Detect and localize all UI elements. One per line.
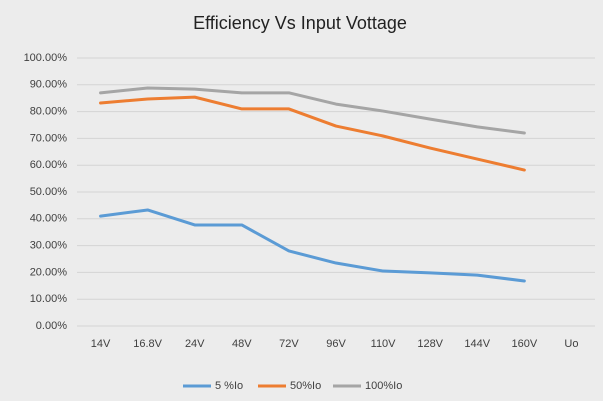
y-tick-label: 10.00% [30, 293, 68, 305]
x-tick-label: 48V [232, 338, 252, 350]
x-tick-label: 144V [464, 338, 490, 350]
x-tick-label: 16.8V [133, 338, 162, 350]
x-tick-label: 160V [512, 338, 538, 350]
y-tick-label: 60.00% [30, 159, 68, 171]
x-tick-label: 24V [185, 338, 205, 350]
x-tick-label: 128V [417, 338, 443, 350]
series-line [99, 95, 526, 172]
legend-label: 50%Io [290, 380, 321, 392]
y-tick-label: 50.00% [30, 186, 68, 198]
y-tick-label: 30.00% [30, 240, 68, 252]
y-tick-label: 90.00% [30, 79, 68, 91]
y-tick-label: 80.00% [30, 106, 68, 118]
series-line [99, 208, 526, 283]
y-tick-label: 20.00% [30, 266, 68, 278]
legend-label: 100%Io [365, 380, 402, 392]
x-tick-label: 110V [371, 338, 397, 350]
y-tick-label: 40.00% [30, 213, 68, 225]
x-tick-label: 14V [91, 338, 111, 350]
chart-title: Efficiency Vs Input Vottage [193, 13, 407, 33]
x-tick-label: 72V [279, 338, 299, 350]
x-tick-label: Uo [564, 338, 578, 350]
x-tick-label: 96V [326, 338, 346, 350]
y-tick-label: 100.00% [24, 52, 68, 64]
legend-label: 5 %Io [215, 380, 243, 392]
y-tick-label: 0.00% [36, 320, 67, 332]
series-line [99, 86, 526, 135]
y-tick-label: 70.00% [30, 132, 68, 144]
